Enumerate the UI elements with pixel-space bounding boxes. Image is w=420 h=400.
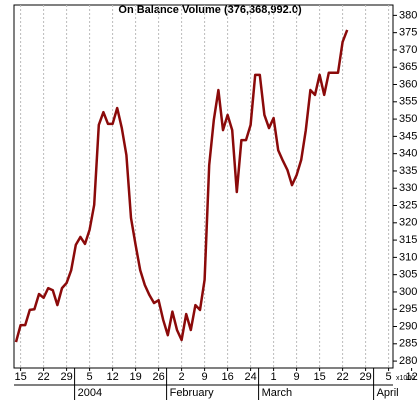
- y-tick-label: 325: [399, 199, 417, 211]
- x-tick-label: 12: [405, 371, 417, 383]
- y-tick-label: 315: [399, 234, 417, 246]
- y-tick-label: 370: [399, 44, 417, 56]
- x-tick-label: 5: [386, 371, 392, 383]
- x-tick-label: 29: [359, 371, 371, 383]
- y-unit-label: x1000: [396, 375, 415, 382]
- x-tick-label: 15: [313, 371, 325, 383]
- month-label: April: [377, 387, 399, 399]
- y-tick-label: 345: [399, 130, 417, 142]
- x-tick-label: 9: [202, 371, 208, 383]
- month-label: February: [170, 387, 215, 399]
- y-tick-label: 285: [399, 338, 417, 350]
- y-tick-label: 300: [399, 286, 417, 298]
- x-tick-label: 15: [14, 371, 26, 383]
- x-tick-label: 24: [244, 371, 256, 383]
- x-tick-label: 1: [271, 371, 277, 383]
- y-tick-label: 290: [399, 320, 417, 332]
- y-tick-label: 340: [399, 148, 417, 160]
- y-tick-label: 310: [399, 251, 417, 263]
- y-tick-label: 355: [399, 96, 417, 108]
- x-tick-label: 22: [37, 371, 49, 383]
- x-tick-label: 22: [336, 371, 348, 383]
- x-tick-label: 19: [129, 371, 141, 383]
- x-tick-label: 9: [294, 371, 300, 383]
- line-series: [14, 29, 349, 343]
- y-tick-label: 330: [399, 182, 417, 194]
- plot-frame: [13, 4, 394, 369]
- chart-title: On Balance Volume (376,368,992.0): [118, 4, 302, 16]
- y-tick-label: 365: [399, 61, 417, 73]
- y-tick-label: 295: [399, 303, 417, 315]
- x-tick-label: 5: [87, 371, 93, 383]
- month-label: March: [262, 387, 293, 399]
- y-tick-label: 280: [399, 355, 417, 367]
- y-tick-label: 375: [399, 27, 417, 39]
- x-tick-label: 26: [152, 371, 164, 383]
- x-tick-label: 2: [179, 371, 185, 383]
- y-tick-label: 320: [399, 217, 417, 229]
- x-tick-label: 16: [221, 371, 233, 383]
- month-label: 2004: [78, 387, 102, 399]
- y-tick-label: 380: [399, 9, 417, 21]
- y-tick-label: 335: [399, 165, 417, 177]
- y-tick-label: 360: [399, 78, 417, 90]
- y-tick-label: 305: [399, 269, 417, 281]
- x-tick-label: 12: [106, 371, 118, 383]
- y-tick-label: 350: [399, 113, 417, 125]
- x-tick-label: 29: [60, 371, 72, 383]
